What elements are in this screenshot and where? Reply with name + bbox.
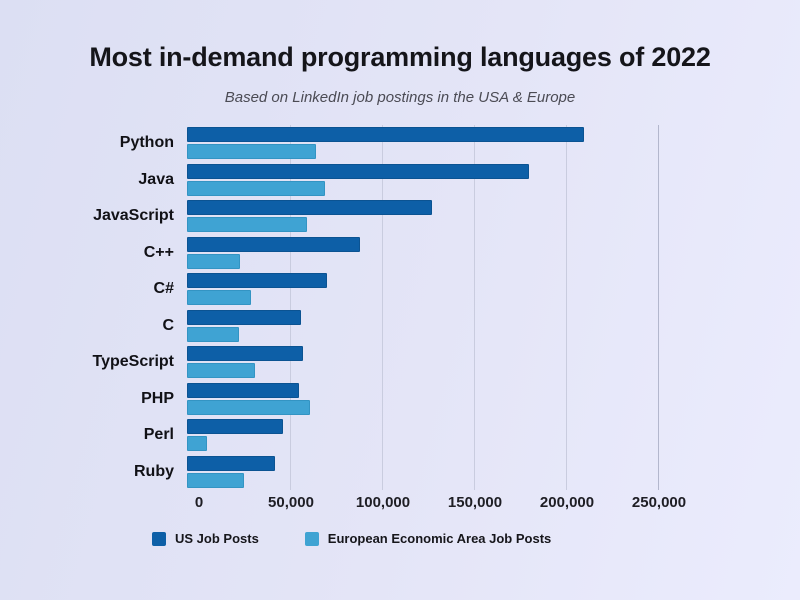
- legend-item-us: US Job Posts: [152, 531, 259, 546]
- category-label: C#: [153, 280, 174, 298]
- bar-group: [187, 163, 647, 196]
- chart-row-php: PHP: [0, 381, 659, 418]
- gridline-50,000: [290, 125, 291, 490]
- chart-row-c++: C++: [0, 235, 659, 272]
- bar-group: [187, 200, 647, 233]
- gridlines: [199, 125, 659, 490]
- bar-us: [187, 127, 585, 143]
- bar-eea: [187, 144, 316, 160]
- bar-eea: [187, 436, 208, 452]
- category-label: TypeScript: [92, 353, 175, 371]
- chart-subtitle: Based on LinkedIn job postings in the US…: [224, 89, 576, 106]
- category-label: PHP: [141, 389, 174, 407]
- category-label: Python: [119, 134, 174, 152]
- bar-us: [187, 163, 530, 179]
- legend-swatch: [152, 531, 166, 546]
- gridline-200,000: [566, 125, 567, 490]
- category-label: JavaScript: [93, 207, 174, 225]
- plot-area: Python Java JavaScript C++ C# C TypeScript PHP P…: [0, 125, 680, 490]
- chart-row-ruby: Ruby: [0, 454, 659, 491]
- chart-row-typescript: TypeScript: [0, 344, 659, 381]
- x-tick-label: 200,000: [539, 494, 595, 511]
- bar-eea: [187, 472, 245, 488]
- category-label: C++: [143, 243, 174, 261]
- bar-eea: [187, 399, 311, 415]
- bar-us: [187, 382, 300, 398]
- legend-item-eea: European Economic Area Job Posts: [304, 531, 552, 546]
- bar-group: [187, 236, 647, 269]
- bar-group: [187, 455, 647, 488]
- x-tick-label: 150,000: [447, 494, 503, 511]
- bar-eea: [187, 217, 307, 233]
- category-label: Ruby: [134, 462, 174, 480]
- bar-us: [187, 309, 302, 325]
- legend-swatch: [304, 531, 319, 546]
- bar-eea: [187, 180, 325, 196]
- legend-label: US Job Posts: [175, 531, 259, 546]
- legend-label: European Economic Area Job Posts: [327, 531, 552, 546]
- bar-group: [187, 273, 647, 306]
- x-axis: 0 50,000 100,000 150,000 200,000 250,000: [0, 494, 800, 516]
- x-tick-label: 100,000: [355, 494, 411, 511]
- bar-us: [187, 200, 432, 216]
- chart-row-c: C: [0, 308, 659, 345]
- x-tick-label: 50,000: [268, 494, 314, 511]
- bar-group: [187, 419, 647, 452]
- bar-group: [187, 127, 647, 160]
- bar-eea: [187, 253, 241, 269]
- bar-eea: [187, 326, 239, 342]
- chart-row-c#: C#: [0, 271, 659, 308]
- gridline-250,000: [658, 125, 659, 490]
- x-tick-label: 0: [194, 494, 204, 511]
- bar-us: [187, 236, 360, 252]
- bar-eea: [187, 363, 256, 379]
- category-label: Java: [138, 170, 174, 188]
- chart-row-perl: Perl: [0, 417, 659, 454]
- x-tick-label: 250,000: [631, 494, 687, 511]
- bar-group: [187, 382, 647, 415]
- gridline-150,000: [474, 125, 475, 490]
- category-label: C: [162, 316, 174, 334]
- bar-us: [187, 419, 283, 435]
- bar-eea: [187, 290, 252, 306]
- bar-group: [187, 346, 647, 379]
- category-label: Perl: [143, 426, 174, 444]
- gridline-100,000: [382, 125, 383, 490]
- legend: US Job Posts European Economic Area Job P…: [152, 531, 551, 546]
- chart-row-python: Python: [0, 125, 659, 162]
- chart-rows: Python Java JavaScript C++ C# C TypeScript PHP P…: [0, 125, 659, 490]
- bar-us: [187, 455, 276, 471]
- bar-us: [187, 273, 327, 289]
- chart-row-java: Java: [0, 162, 659, 199]
- chart-title: Most in-demand programming languages of …: [89, 42, 711, 72]
- chart-row-javascript: JavaScript: [0, 198, 659, 235]
- bar-us: [187, 346, 303, 362]
- bar-group: [187, 309, 647, 342]
